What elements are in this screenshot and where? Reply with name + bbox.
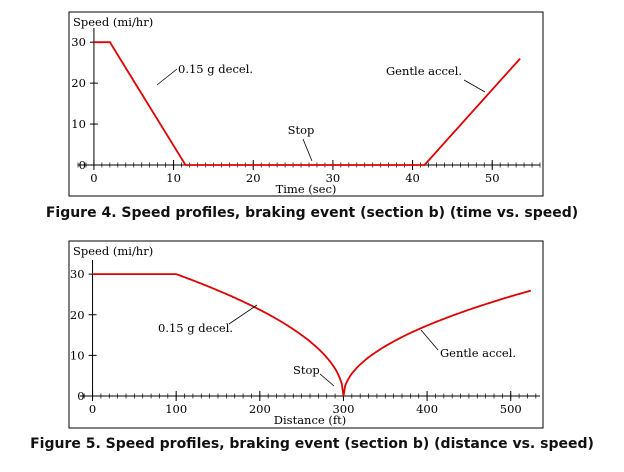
y-tick-label: 30 [70,267,85,281]
chart1-frame [68,11,544,197]
chart2-frame [68,240,544,429]
x-tick-label: 40 [405,171,420,185]
y-tick-label: 10 [71,117,86,131]
chart2-x-ticks: 0 100 200 300 400 500 [83,391,537,416]
x-tick-label: 20 [246,171,261,185]
x-tick-label: 50 [485,171,500,185]
chart2-annotation-decel-leader [228,304,258,325]
y-tick-label: 0 [77,389,84,403]
figure4-caption: Figure 4. Speed profiles, braking event … [45,205,579,221]
chart2-ylabel: Speed (mi/hr) [73,244,153,258]
chart2-y-ticks: 0 10 20 30 [70,267,97,403]
chart1-xlabel: Time (sec) [276,182,337,196]
x-tick-label: 30 [326,171,341,185]
chart1-annotation-accel: Gentle accel. [386,64,462,78]
x-tick-label: 0 [89,402,96,416]
chart2-annotation-accel-leader [420,329,439,351]
chart1-x-ticks: 0 10 20 30 40 50 [77,160,541,185]
chart1-ylabel: Speed (mi/hr) [73,15,153,29]
figure5-caption: Figure 5. Speed profiles, braking event … [30,436,594,452]
y-tick-label: 10 [70,348,85,362]
x-tick-label: 400 [416,402,438,416]
chart2-speed-line [92,273,532,397]
x-tick-label: 0 [90,171,97,185]
chart2-annotation-stop: Stop [293,363,320,377]
y-tick-label: 0 [79,158,86,172]
chart1-annotation-stop-leader [302,138,313,162]
x-tick-label: 100 [165,402,187,416]
chart1-annotation-stop: Stop [288,123,315,137]
x-tick-label: 200 [249,402,271,416]
chart1-annotation-decel: 0.15 g decel. [178,62,253,76]
chart1-speed-line [93,41,521,166]
x-tick-label: 500 [500,402,522,416]
chart-time-vs-speed: Speed (mi/hr) 0 10 20 30 40 50 0 10 20 30 Time (… [68,11,544,197]
chart1-annotation-decel-leader [156,68,178,86]
chart2-xlabel: Distance (ft) [274,413,346,427]
chart-distance-vs-speed: Speed (mi/hr) 0 100 200 300 400 500 0 10 20 30 D… [68,240,544,429]
chart1-y-ticks: 0 10 20 30 [71,35,98,172]
y-tick-label: 20 [71,76,86,90]
chart1-annotation-accel-leader [463,79,486,93]
x-tick-label: 300 [332,402,354,416]
chart2-annotation-stop-leader [319,373,335,387]
y-tick-label: 20 [70,308,85,322]
chart2-annotation-decel: 0.15 g decel. [158,321,233,335]
x-tick-label: 10 [166,171,181,185]
chart2-annotation-accel: Gentle accel. [440,346,516,360]
y-tick-label: 30 [71,35,86,49]
